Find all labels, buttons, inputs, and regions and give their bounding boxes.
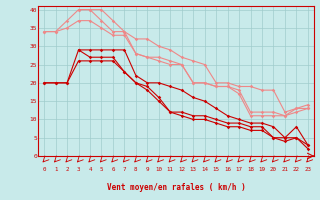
X-axis label: Vent moyen/en rafales ( km/h ): Vent moyen/en rafales ( km/h ) (107, 183, 245, 192)
